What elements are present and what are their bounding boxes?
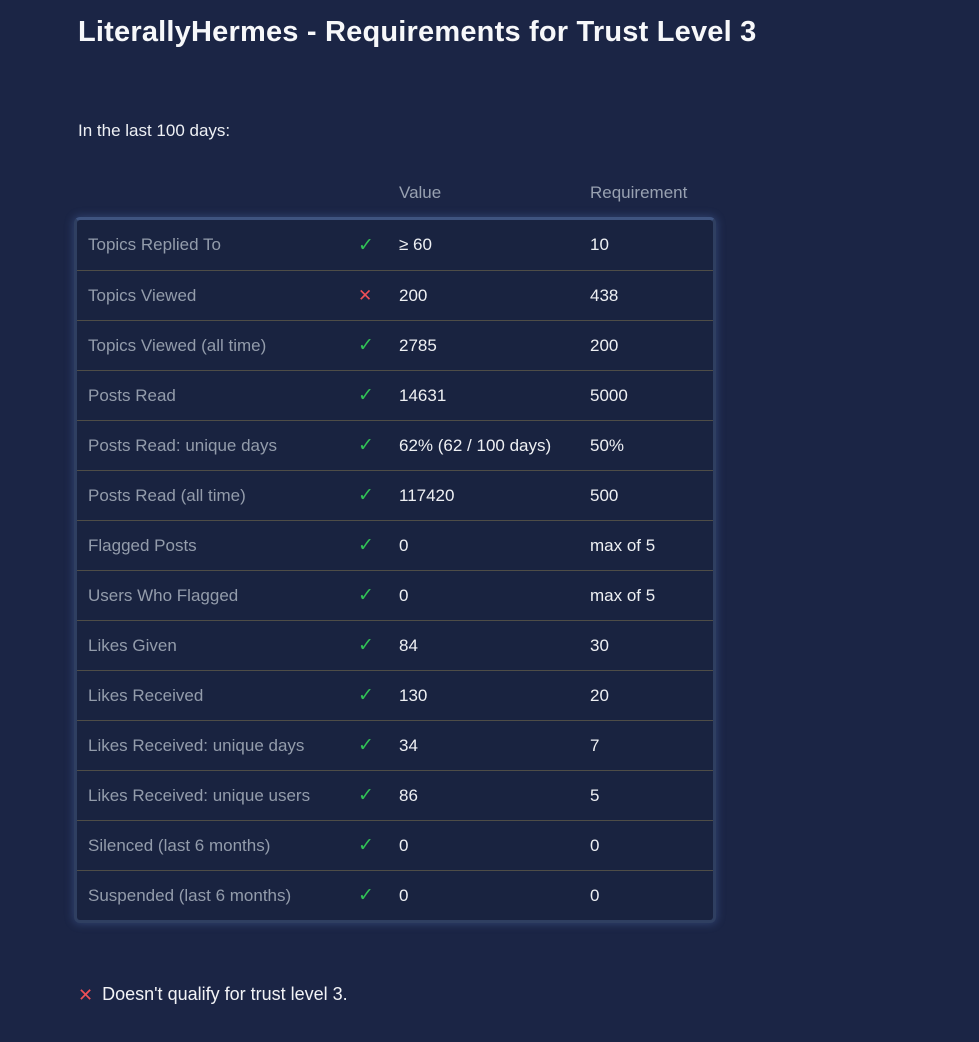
x-icon: ✕ bbox=[78, 984, 94, 1005]
row-requirement: 50% bbox=[590, 435, 625, 455]
table-row: Posts Read: unique days ✓ 62% (62 / 100 … bbox=[77, 420, 713, 470]
table-row: Topics Viewed ✕ 200 438 bbox=[77, 270, 713, 320]
row-value: 0 bbox=[399, 535, 409, 555]
row-requirement: 500 bbox=[590, 485, 619, 505]
table-row: Suspended (last 6 months) ✓ 0 0 bbox=[77, 870, 713, 920]
row-label: Likes Received bbox=[88, 685, 204, 705]
check-icon: ✓ bbox=[358, 835, 374, 856]
row-value: 34 bbox=[399, 735, 418, 755]
row-value: 84 bbox=[399, 635, 418, 655]
check-icon: ✓ bbox=[358, 535, 374, 556]
row-requirement: 438 bbox=[590, 285, 619, 305]
row-value: 0 bbox=[399, 585, 409, 605]
table-row: Likes Received ✓ 130 20 bbox=[77, 670, 713, 720]
row-value: ≥ 60 bbox=[399, 235, 432, 254]
table-row: Posts Read (all time) ✓ 117420 500 bbox=[77, 470, 713, 520]
table-row: Silenced (last 6 months) ✓ 0 0 bbox=[77, 820, 713, 870]
table-row: Likes Received: unique days ✓ 34 7 bbox=[77, 720, 713, 770]
check-icon: ✓ bbox=[358, 485, 374, 506]
row-value: 2785 bbox=[399, 335, 437, 355]
table-row: Users Who Flagged ✓ 0 max of 5 bbox=[77, 570, 713, 620]
table-row: Topics Replied To ✓ ≥ 60 10 bbox=[77, 220, 713, 270]
row-value: 62% (62 / 100 days) bbox=[399, 435, 552, 455]
check-icon: ✓ bbox=[358, 635, 374, 656]
table-row: Likes Given ✓ 84 30 bbox=[77, 620, 713, 670]
table-column-headers: Value Requirement bbox=[74, 182, 716, 204]
row-value: 200 bbox=[399, 285, 428, 305]
column-header-value: Value bbox=[399, 183, 442, 202]
column-header-requirement: Requirement bbox=[590, 183, 688, 202]
check-icon: ✓ bbox=[358, 435, 374, 456]
row-requirement: 5000 bbox=[590, 385, 628, 405]
row-label: Topics Replied To bbox=[88, 235, 221, 254]
row-label: Posts Read: unique days bbox=[88, 435, 278, 455]
row-value: 130 bbox=[399, 685, 428, 705]
row-label: Topics Viewed bbox=[88, 285, 197, 305]
row-label: Flagged Posts bbox=[88, 535, 197, 555]
row-requirement: 30 bbox=[590, 635, 609, 655]
row-value: 14631 bbox=[399, 385, 447, 405]
check-icon: ✓ bbox=[358, 735, 374, 756]
verdict-text: Doesn't qualify for trust level 3. bbox=[102, 984, 348, 1004]
table-row: Likes Received: unique users ✓ 86 5 bbox=[77, 770, 713, 820]
check-icon: ✓ bbox=[358, 885, 374, 906]
requirements-table-body: Topics Replied To ✓ ≥ 60 10 Topics Viewe… bbox=[77, 220, 713, 920]
table-row: Posts Read ✓ 14631 5000 bbox=[77, 370, 713, 420]
row-value: 0 bbox=[399, 835, 409, 855]
row-label: Silenced (last 6 months) bbox=[88, 835, 271, 855]
row-requirement: 20 bbox=[590, 685, 609, 705]
row-label: Users Who Flagged bbox=[88, 585, 239, 605]
row-label: Likes Received: unique users bbox=[88, 785, 311, 805]
row-value: 86 bbox=[399, 785, 418, 805]
check-icon: ✓ bbox=[358, 585, 374, 606]
row-label: Likes Received: unique days bbox=[88, 735, 305, 755]
check-icon: ✓ bbox=[358, 685, 374, 706]
x-icon: ✕ bbox=[358, 286, 373, 305]
row-requirement: max of 5 bbox=[590, 535, 656, 555]
row-label: Posts Read bbox=[88, 385, 176, 405]
row-requirement: 7 bbox=[590, 735, 600, 755]
period-subtitle: In the last 100 days: bbox=[78, 121, 231, 140]
row-label: Topics Viewed (all time) bbox=[88, 335, 267, 355]
row-value: 0 bbox=[399, 885, 409, 905]
row-requirement: max of 5 bbox=[590, 585, 656, 605]
row-requirement: 200 bbox=[590, 335, 619, 355]
table-row: Topics Viewed (all time) ✓ 2785 200 bbox=[77, 320, 713, 370]
row-requirement: 5 bbox=[590, 785, 600, 805]
row-requirement: 0 bbox=[590, 835, 600, 855]
check-icon: ✓ bbox=[358, 335, 374, 356]
page-title: LiterallyHermes - Requirements for Trust… bbox=[78, 16, 757, 48]
check-icon: ✓ bbox=[358, 785, 374, 806]
verdict-banner: ✕ Doesn't qualify for trust level 3. bbox=[78, 984, 348, 1005]
row-label: Suspended (last 6 months) bbox=[88, 885, 292, 905]
row-requirement: 0 bbox=[590, 885, 600, 905]
table-row: Flagged Posts ✓ 0 max of 5 bbox=[77, 520, 713, 570]
row-value: 117420 bbox=[399, 485, 455, 505]
check-icon: ✓ bbox=[358, 234, 374, 256]
row-label: Likes Given bbox=[88, 635, 177, 655]
row-requirement: 10 bbox=[590, 235, 609, 254]
row-label: Posts Read (all time) bbox=[88, 485, 246, 505]
requirements-table: Topics Replied To ✓ ≥ 60 10 Topics Viewe… bbox=[74, 217, 716, 923]
check-icon: ✓ bbox=[358, 385, 374, 406]
